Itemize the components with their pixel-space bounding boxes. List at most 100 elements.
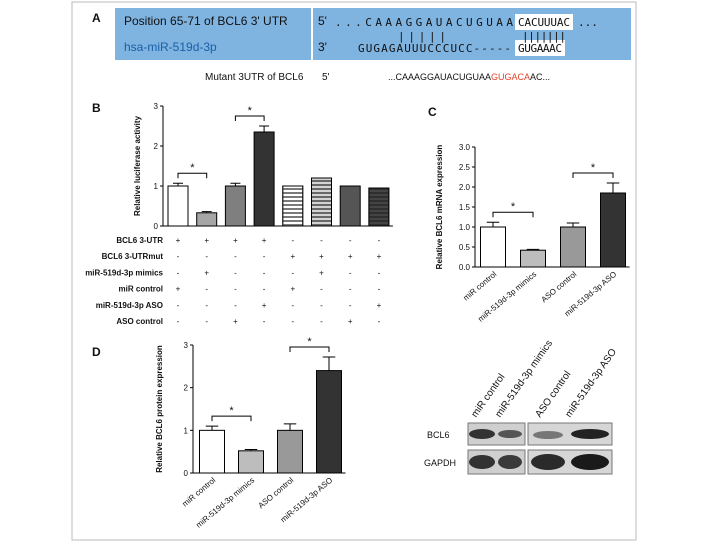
- significance-bracket: [211, 415, 252, 422]
- condition-mark: -: [263, 317, 266, 326]
- condition-mark: -: [320, 301, 323, 310]
- blot-box: [467, 422, 526, 446]
- y-tick-label: 3.0: [459, 143, 471, 152]
- error-bar: [230, 182, 241, 186]
- condition-mark: -: [349, 301, 352, 310]
- condition-mark: +: [233, 236, 238, 245]
- utr-site: CACUUUAC: [518, 16, 570, 29]
- error-bar: [283, 423, 297, 431]
- bar: [196, 212, 218, 227]
- condition-mark: -: [349, 268, 352, 277]
- panel-label: C: [428, 105, 437, 119]
- condition-mark: -: [349, 236, 352, 245]
- band: [469, 429, 495, 439]
- condition-mark: -: [349, 285, 352, 294]
- error-bar: [259, 125, 270, 132]
- bar: [253, 131, 275, 227]
- condition-label: BCL6 3-UTRmut: [102, 252, 164, 261]
- x-tick-label: ASO control: [256, 476, 295, 511]
- mirna-end: 3': [318, 40, 327, 54]
- condition-label: miR-519d-3p ASO: [96, 301, 163, 310]
- condition-mark: -: [177, 268, 180, 277]
- mutant-site: GUGACA: [491, 72, 530, 82]
- condition-mark: +: [262, 301, 267, 310]
- x-tick-label: miR control: [181, 475, 218, 508]
- condition-mark: +: [204, 268, 209, 277]
- bar-hatch: [282, 185, 304, 227]
- condition-mark: -: [234, 301, 237, 310]
- condition-mark: +: [377, 252, 382, 261]
- condition-mark: -: [378, 236, 381, 245]
- y-tick-label: 1.5: [459, 203, 471, 212]
- mirna-site: GUGAAAC: [518, 42, 562, 55]
- panel-label: D: [92, 345, 101, 359]
- condition-mark: -: [205, 285, 208, 294]
- y-tick-label: 3: [184, 341, 189, 350]
- condition-mark: +: [262, 236, 267, 245]
- band: [498, 455, 522, 469]
- bar: [167, 185, 189, 227]
- condition-mark: -: [234, 252, 237, 261]
- mutant-sequence: ...CAAAGGAUACUGUAAGUGACAAC...: [388, 72, 550, 82]
- condition-mark: -: [320, 236, 323, 245]
- band: [533, 431, 563, 439]
- error-bar: [244, 449, 258, 451]
- band: [531, 454, 565, 470]
- mutant-tail: AC...: [530, 72, 550, 82]
- blot-lane-label: miR-519d-3p ASO: [563, 347, 619, 420]
- significance-label: *: [591, 162, 596, 174]
- bar: [600, 192, 626, 268]
- y-tick-label: 2.0: [459, 183, 471, 192]
- error-bar: [205, 425, 219, 431]
- significance-bracket: [572, 172, 614, 178]
- condition-mark: -: [378, 317, 381, 326]
- mutant-end: 5': [322, 72, 330, 83]
- significance-label: *: [248, 105, 253, 117]
- condition-mark: -: [234, 285, 237, 294]
- y-axis-label: Relative BCL6 mRNA expression: [435, 145, 444, 270]
- condition-mark: -: [378, 268, 381, 277]
- significance-bracket: [289, 346, 330, 352]
- y-tick-label: 3: [154, 102, 159, 111]
- blot-box: [527, 422, 613, 446]
- condition-mark: +: [319, 268, 324, 277]
- y-axis-label: Relative luciferase activity: [133, 115, 142, 216]
- y-tick-label: 0.5: [459, 243, 471, 252]
- utr-end: 5': [318, 14, 327, 28]
- condition-label: miR-519d-3p mimics: [85, 268, 163, 277]
- blot-row-label: GAPDH: [424, 458, 456, 468]
- condition-mark: -: [205, 252, 208, 261]
- condition-mark: -: [263, 268, 266, 277]
- y-tick-label: 2.5: [459, 163, 471, 172]
- bar: [480, 226, 506, 268]
- pairing: |||||||: [522, 30, 566, 43]
- western-blot: BCL6 GAPDH miR control miR-519d-3p mimic…: [424, 338, 619, 475]
- condition-mark: +: [290, 285, 295, 294]
- bar: [277, 429, 303, 474]
- condition-mark: +: [377, 301, 382, 310]
- y-tick-label: 1: [184, 426, 189, 435]
- significance-label: *: [190, 162, 195, 174]
- y-axis-label: Relative BCL6 protein expression: [155, 345, 164, 473]
- bar: [339, 185, 361, 227]
- band: [498, 430, 522, 438]
- y-tick-label: 2: [184, 384, 189, 393]
- bar: [316, 370, 342, 474]
- error-bar: [201, 211, 212, 213]
- condition-label: ASO control: [116, 317, 163, 326]
- condition-mark: +: [204, 236, 209, 245]
- band: [571, 454, 609, 470]
- significance-bracket: [177, 172, 208, 179]
- band: [469, 455, 495, 469]
- error-bar: [173, 182, 183, 186]
- condition-mark: -: [291, 317, 294, 326]
- blot-row-label: BCL6: [427, 430, 450, 440]
- significance-label: *: [307, 336, 312, 348]
- y-tick-label: 0: [154, 222, 159, 231]
- error-bar: [566, 222, 580, 227]
- bar: [560, 226, 586, 268]
- y-tick-label: 2: [154, 142, 159, 151]
- condition-mark: -: [263, 252, 266, 261]
- condition-mark: +: [319, 252, 324, 261]
